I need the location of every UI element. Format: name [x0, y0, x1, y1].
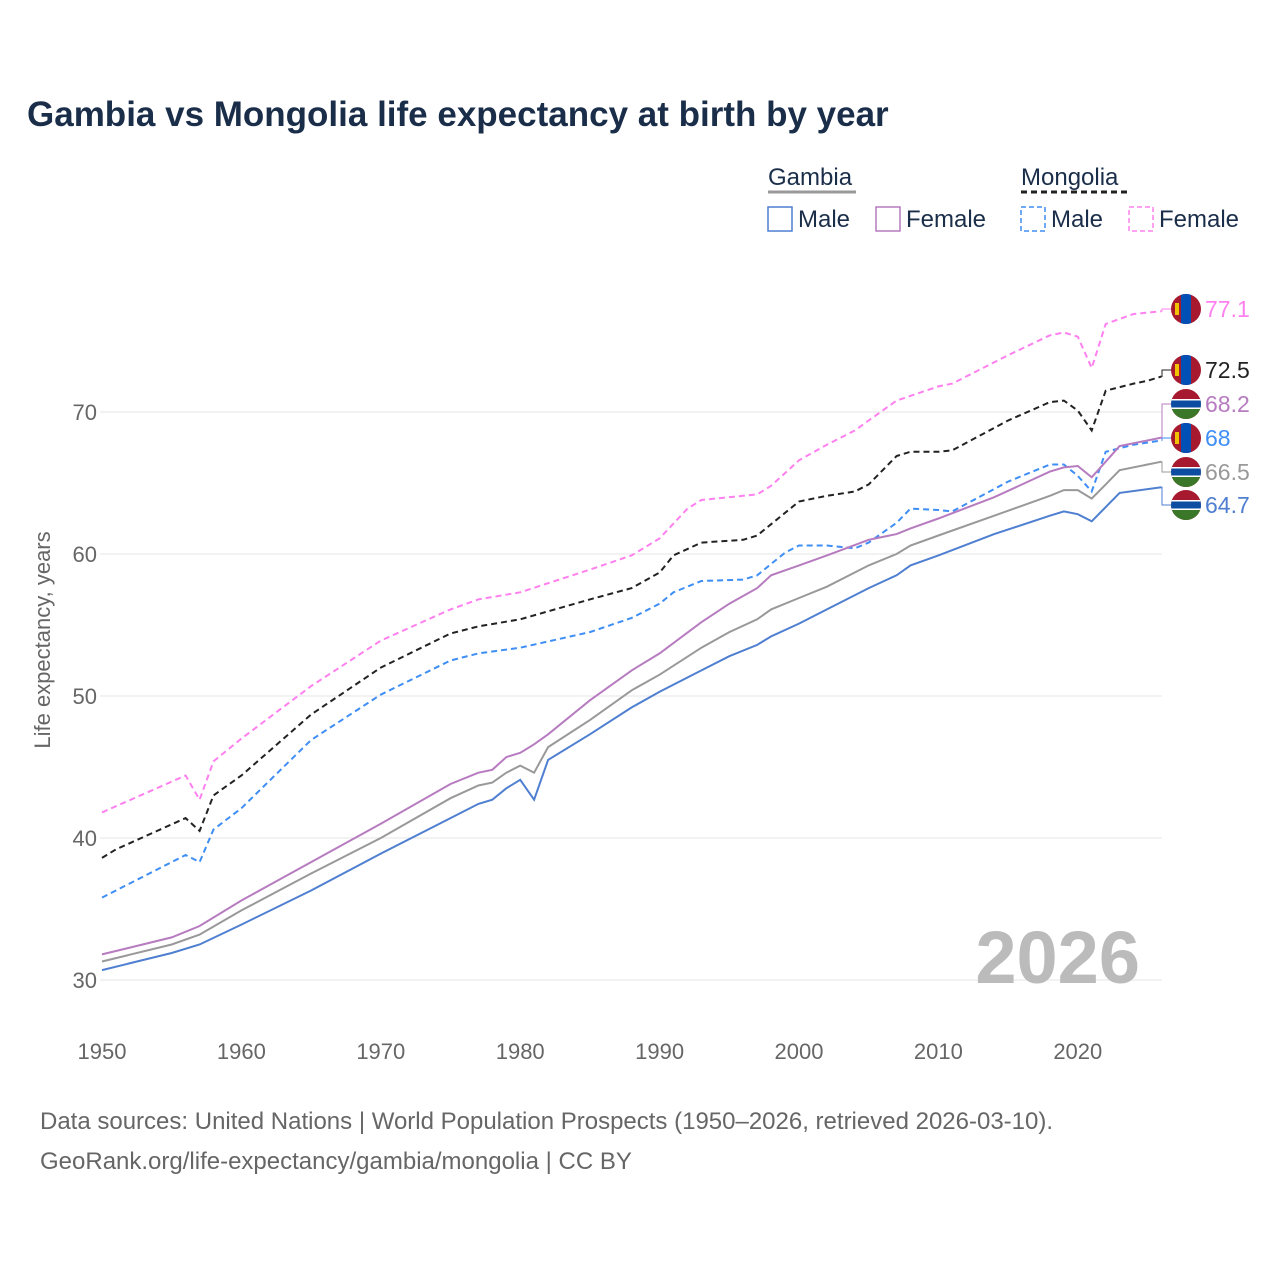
label-leader: [1161, 461, 1172, 473]
x-tick-label: 2000: [775, 1039, 824, 1064]
series-line-mongolia-both: [101, 375, 1162, 859]
gambia-flag-icon: [1171, 457, 1201, 487]
series-line-gambia-both: [101, 460, 1162, 963]
legend-swatch: [1020, 206, 1046, 232]
mongolia-flag-icon: [1171, 355, 1201, 385]
end-value-label: 64.7: [1205, 492, 1250, 518]
y-tick-label: 40: [73, 826, 97, 851]
x-tick-label: 1990: [635, 1039, 684, 1064]
y-tick-label: 30: [73, 968, 97, 993]
label-leader: [1161, 369, 1172, 377]
mongolia-flag-icon: [1171, 423, 1201, 453]
series-line-mongolia-male: [101, 439, 1162, 899]
x-tick-label: 2020: [1053, 1039, 1102, 1064]
legend-group-title: Gambia: [768, 164, 853, 191]
mongolia-flag-icon: [1171, 294, 1201, 324]
gambia-flag-icon: [1171, 389, 1201, 419]
series-line-mongolia-female: [101, 310, 1162, 814]
y-tick-label: 50: [73, 684, 97, 709]
y-axis-label: Life expectancy, years: [30, 531, 55, 748]
series-line-gambia-female: [101, 436, 1162, 956]
end-value-label: 77.1: [1205, 296, 1250, 322]
end-value-label: 68: [1205, 425, 1231, 451]
legend-swatch: [1128, 206, 1154, 232]
label-leader: [1161, 437, 1172, 441]
end-value-label: 68.2: [1205, 391, 1250, 417]
legend-item: Male: [1051, 206, 1103, 233]
legend-item: Female: [1159, 206, 1239, 233]
x-tick-label: 1980: [496, 1039, 545, 1064]
label-leader: [1161, 486, 1172, 506]
year-watermark: 2026: [975, 916, 1140, 999]
end-value-label: 72.5: [1205, 357, 1250, 383]
source-url[interactable]: GeoRank.org/life-expectancy/gambia/mongo…: [40, 1148, 632, 1175]
label-leader: [1161, 403, 1172, 439]
gambia-flag-icon: [1171, 490, 1201, 520]
y-tick-label: 70: [73, 400, 97, 425]
x-tick-label: 1950: [78, 1039, 127, 1064]
legend-swatch: [767, 206, 793, 232]
label-leader: [1161, 308, 1172, 312]
legend-item: Female: [906, 206, 986, 233]
end-value-label: 66.5: [1205, 459, 1250, 485]
x-tick-label: 2010: [914, 1039, 963, 1064]
x-tick-label: 1960: [217, 1039, 266, 1064]
legend-swatch: [875, 206, 901, 232]
x-tick-label: 1970: [356, 1039, 405, 1064]
series-line-gambia-male: [101, 486, 1162, 972]
legend-item: Male: [798, 206, 850, 233]
legend-group-title: Mongolia: [1021, 164, 1119, 191]
chart-title: Gambia vs Mongolia life expectancy at bi…: [27, 95, 889, 134]
y-tick-label: 60: [73, 542, 97, 567]
source-note: Data sources: United Nations | World Pop…: [40, 1108, 1054, 1135]
